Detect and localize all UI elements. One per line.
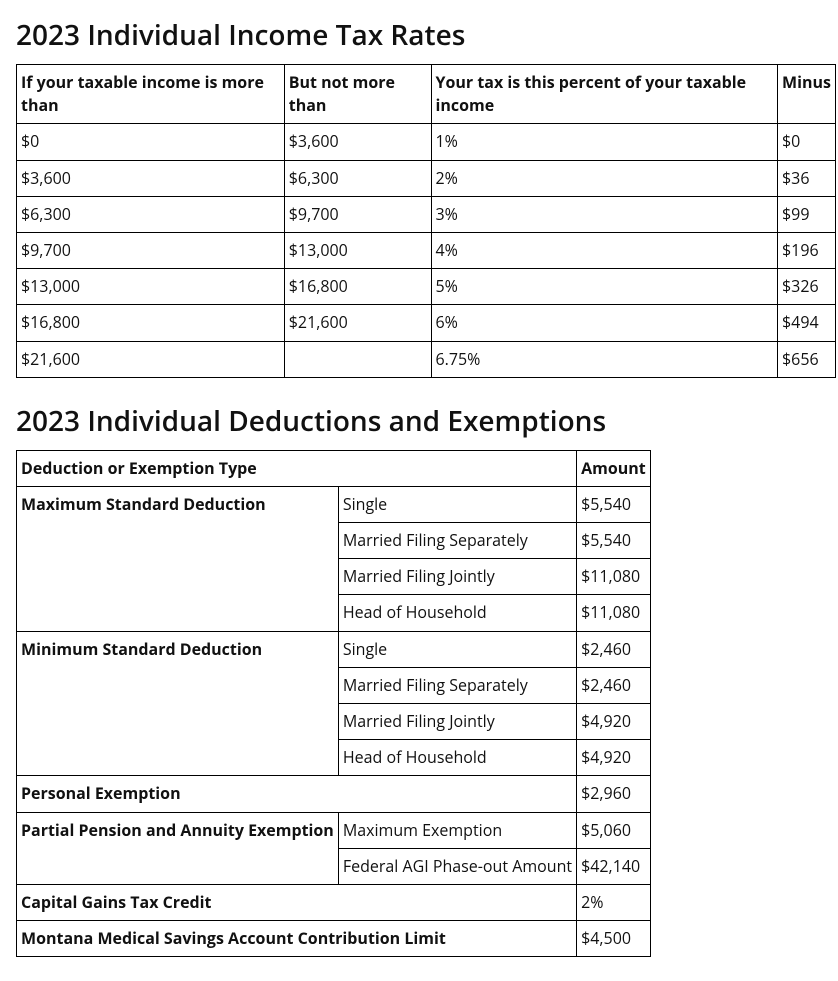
- table-cell: Head of Household: [338, 740, 576, 776]
- table-cell: $6,300: [17, 196, 285, 232]
- table-cell: Single: [338, 486, 576, 522]
- table-cell: Married Filing Separately: [338, 667, 576, 703]
- table-row: $3,600$6,3002%$36: [17, 160, 836, 196]
- table-cell: 6.75%: [431, 341, 778, 377]
- table-row: $21,600 6.75%$656: [17, 341, 836, 377]
- table-row: $13,000$16,8005%$326: [17, 269, 836, 305]
- table-row: $6,300$9,7003%$99: [17, 196, 836, 232]
- table-cell: $2,460: [577, 667, 651, 703]
- table-cell: $11,080: [577, 559, 651, 595]
- table-cell: 6%: [431, 305, 778, 341]
- rates-col-not-more-than: But not more than: [284, 65, 431, 124]
- table-cell: $0: [778, 124, 836, 160]
- table-cell: $0: [17, 124, 285, 160]
- table-cell: $2,460: [577, 631, 651, 667]
- table-cell: 2%: [431, 160, 778, 196]
- table-cell: $42,140: [577, 848, 651, 884]
- table-cell: Married Filing Separately: [338, 523, 576, 559]
- rates-title: 2023 Individual Income Tax Rates: [16, 16, 822, 54]
- table-cell: $21,600: [17, 341, 285, 377]
- table-cell: $9,700: [17, 232, 285, 268]
- table-cell: Capital Gains Tax Credit: [17, 884, 577, 920]
- table-row: $0$3,6001%$0: [17, 124, 836, 160]
- table-row: $9,700$13,0004%$196: [17, 232, 836, 268]
- table-cell: $656: [778, 341, 836, 377]
- table-cell: Partial Pension and Annuity Exemption: [17, 812, 339, 884]
- table-cell: $196: [778, 232, 836, 268]
- table-cell: Maximum Standard Deduction: [17, 486, 339, 631]
- table-cell: $494: [778, 305, 836, 341]
- table-row: Partial Pension and Annuity ExemptionMax…: [17, 812, 651, 848]
- table-cell: 3%: [431, 196, 778, 232]
- table-cell: Montana Medical Savings Account Contribu…: [17, 921, 577, 957]
- table-cell: [284, 341, 431, 377]
- deductions-title: 2023 Individual Deductions and Exemption…: [16, 402, 822, 440]
- table-cell: $99: [778, 196, 836, 232]
- table-cell: 2%: [577, 884, 651, 920]
- table-cell: $36: [778, 160, 836, 196]
- table-row: Montana Medical Savings Account Contribu…: [17, 921, 651, 957]
- table-cell: $5,540: [577, 486, 651, 522]
- table-cell: $5,060: [577, 812, 651, 848]
- table-cell: $16,800: [17, 305, 285, 341]
- deductions-header-row: Deduction or Exemption Type Amount: [17, 450, 651, 486]
- table-cell: $4,920: [577, 704, 651, 740]
- deductions-col-type: Deduction or Exemption Type: [17, 450, 577, 486]
- deductions-table: Deduction or Exemption Type Amount Maxim…: [16, 450, 651, 958]
- table-cell: $3,600: [284, 124, 431, 160]
- rates-header-row: If your taxable income is more than But …: [17, 65, 836, 124]
- table-cell: Married Filing Jointly: [338, 559, 576, 595]
- table-cell: $6,300: [284, 160, 431, 196]
- rates-col-percent: Your tax is this percent of your taxable…: [431, 65, 778, 124]
- table-cell: $21,600: [284, 305, 431, 341]
- table-cell: $16,800: [284, 269, 431, 305]
- table-cell: $13,000: [284, 232, 431, 268]
- table-row: Capital Gains Tax Credit2%: [17, 884, 651, 920]
- rates-col-minus: Minus: [778, 65, 836, 124]
- table-row: Minimum Standard DeductionSingle$2,460: [17, 631, 651, 667]
- deductions-col-amount: Amount: [577, 450, 651, 486]
- table-cell: 1%: [431, 124, 778, 160]
- table-cell: Maximum Exemption: [338, 812, 576, 848]
- rates-col-more-than: If your taxable income is more than: [17, 65, 285, 124]
- table-row: Personal Exemption$2,960: [17, 776, 651, 812]
- table-cell: Head of Household: [338, 595, 576, 631]
- table-cell: $5,540: [577, 523, 651, 559]
- table-cell: $9,700: [284, 196, 431, 232]
- table-cell: $3,600: [17, 160, 285, 196]
- table-cell: $11,080: [577, 595, 651, 631]
- table-row: Maximum Standard DeductionSingle$5,540: [17, 486, 651, 522]
- table-row: $16,800$21,6006%$494: [17, 305, 836, 341]
- table-cell: $4,920: [577, 740, 651, 776]
- table-cell: $13,000: [17, 269, 285, 305]
- table-cell: Minimum Standard Deduction: [17, 631, 339, 776]
- table-cell: Federal AGI Phase-out Amount: [338, 848, 576, 884]
- table-cell: Personal Exemption: [17, 776, 577, 812]
- table-cell: Single: [338, 631, 576, 667]
- table-cell: 4%: [431, 232, 778, 268]
- table-cell: $4,500: [577, 921, 651, 957]
- table-cell: Married Filing Jointly: [338, 704, 576, 740]
- table-cell: $2,960: [577, 776, 651, 812]
- table-cell: $326: [778, 269, 836, 305]
- rates-table: If your taxable income is more than But …: [16, 64, 836, 378]
- table-cell: 5%: [431, 269, 778, 305]
